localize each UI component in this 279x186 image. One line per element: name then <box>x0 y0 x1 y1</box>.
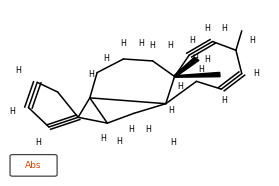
Text: H: H <box>145 125 151 134</box>
Text: H: H <box>9 107 15 116</box>
Text: H: H <box>192 54 198 62</box>
Text: H: H <box>150 41 156 50</box>
Text: H: H <box>36 138 42 147</box>
Polygon shape <box>174 72 220 77</box>
Text: H: H <box>204 55 210 65</box>
Text: H: H <box>221 24 227 33</box>
Text: H: H <box>116 137 122 146</box>
Text: H: H <box>167 41 173 50</box>
Text: H: H <box>177 82 183 91</box>
Text: H: H <box>198 65 204 74</box>
Text: H: H <box>100 134 106 143</box>
Text: H: H <box>128 125 134 134</box>
Text: H: H <box>204 24 210 33</box>
Text: H: H <box>253 69 259 78</box>
Text: H: H <box>88 70 94 79</box>
Text: H: H <box>169 106 175 115</box>
Text: Abs: Abs <box>25 161 42 170</box>
Polygon shape <box>174 58 199 77</box>
FancyBboxPatch shape <box>10 155 57 176</box>
Text: H: H <box>189 36 195 45</box>
Text: H: H <box>138 39 144 48</box>
Text: H: H <box>121 39 126 48</box>
Text: H: H <box>221 96 227 105</box>
Text: H: H <box>15 66 21 75</box>
Text: H: H <box>103 54 109 63</box>
Text: H: H <box>170 138 176 147</box>
Text: H: H <box>249 36 255 45</box>
